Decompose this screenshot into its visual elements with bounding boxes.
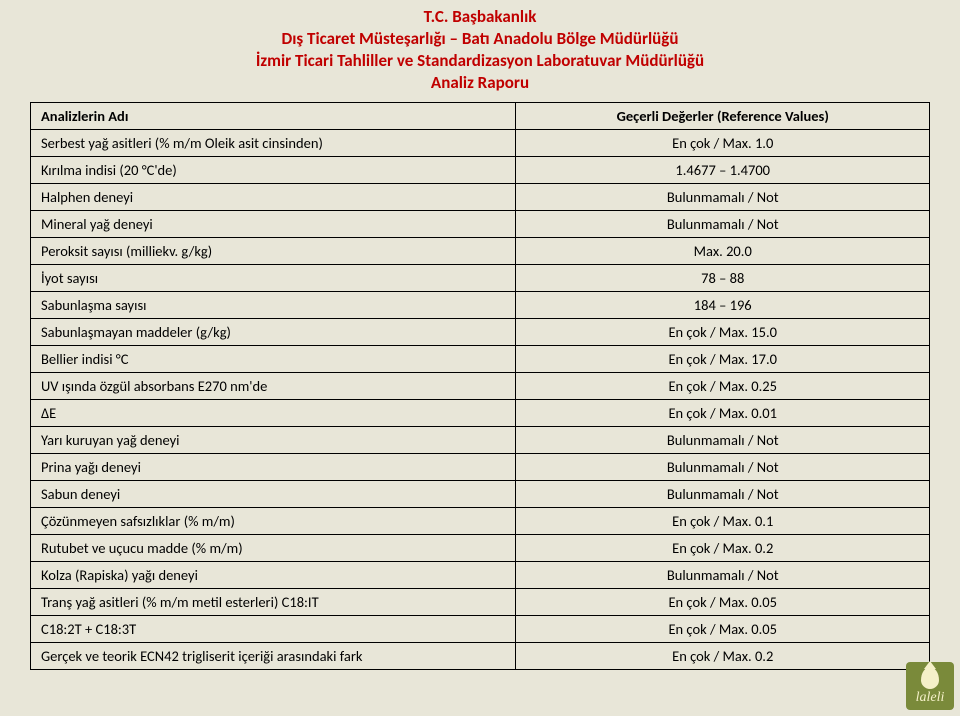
cell-name: Prina yağı deneyi — [31, 454, 516, 481]
table-row: Serbest yağ asitleri (% m/m Oleik asit c… — [31, 130, 930, 157]
table-row: Peroksit sayısı (milliekv. g/kg)Max. 20.… — [31, 238, 930, 265]
cell-value: Bulunmamalı / Not — [516, 562, 930, 589]
cell-name: Mineral yağ deneyi — [31, 211, 516, 238]
cell-name: UV ışında özgül absorbans E270 nm'de — [31, 373, 516, 400]
report-header: T.C. Başbakanlık Dış Ticaret Müsteşarlığ… — [0, 0, 960, 102]
cell-value: En çok / Max. 0.2 — [516, 643, 930, 670]
header-line-4: Analiz Raporu — [0, 72, 960, 94]
cell-value: En çok / Max. 0.05 — [516, 589, 930, 616]
cell-name: Gerçek ve teorik ECN42 trigliserit içeri… — [31, 643, 516, 670]
cell-value: 184 – 196 — [516, 292, 930, 319]
table-row: Sabunlaşma sayısı184 – 196 — [31, 292, 930, 319]
cell-value: En çok / Max. 0.2 — [516, 535, 930, 562]
cell-name: Sabunlaşmayan maddeler (g/kg) — [31, 319, 516, 346]
cell-value: En çok / Max. 0.25 — [516, 373, 930, 400]
header-line-1: T.C. Başbakanlık — [0, 6, 960, 28]
cell-name: Sabun deneyi — [31, 481, 516, 508]
cell-name: Bellier indisi °C — [31, 346, 516, 373]
table-row: C18:2T + C18:3TEn çok / Max. 0.05 — [31, 616, 930, 643]
cell-name: Tranş yağ asitleri (% m/m metil esterler… — [31, 589, 516, 616]
header-line-3: İzmir Ticari Tahliller ve Standardizasyo… — [0, 50, 960, 72]
table-row: Gerçek ve teorik ECN42 trigliserit içeri… — [31, 643, 930, 670]
cell-value: Bulunmamalı / Not — [516, 211, 930, 238]
cell-name: ΔE — [31, 400, 516, 427]
cell-value: En çok / Max. 0.1 — [516, 508, 930, 535]
table-row: İyot sayısı78 – 88 — [31, 265, 930, 292]
table-row: Yarı kuruyan yağ deneyiBulunmamalı / Not — [31, 427, 930, 454]
cell-name: Peroksit sayısı (milliekv. g/kg) — [31, 238, 516, 265]
cell-name: Kolza (Rapiska) yağı deneyi — [31, 562, 516, 589]
cell-value: Bulunmamalı / Not — [516, 481, 930, 508]
cell-value: Bulunmamalı / Not — [516, 184, 930, 211]
cell-name: Yarı kuruyan yağ deneyi — [31, 427, 516, 454]
cell-name: Çözünmeyen safsızlıklar (% m/m) — [31, 508, 516, 535]
table-row: Tranş yağ asitleri (% m/m metil esterler… — [31, 589, 930, 616]
table-row: Rutubet ve uçucu madde (% m/m)En çok / M… — [31, 535, 930, 562]
brand-logo: laleli — [906, 662, 954, 710]
cell-value: 78 – 88 — [516, 265, 930, 292]
table-row: Prina yağı deneyiBulunmamalı / Not — [31, 454, 930, 481]
table-row: Bellier indisi °CEn çok / Max. 17.0 — [31, 346, 930, 373]
cell-value: 1.4677 – 1.4700 — [516, 157, 930, 184]
table-row: ΔEEn çok / Max. 0.01 — [31, 400, 930, 427]
logo-text: laleli — [916, 691, 945, 705]
cell-value: En çok / Max. 15.0 — [516, 319, 930, 346]
cell-name: Serbest yağ asitleri (% m/m Oleik asit c… — [31, 130, 516, 157]
analysis-table: Analizlerin Adı Geçerli Değerler (Refere… — [30, 102, 930, 670]
table-row: Sabunlaşmayan maddeler (g/kg)En çok / Ma… — [31, 319, 930, 346]
cell-name: Sabunlaşma sayısı — [31, 292, 516, 319]
table-row: UV ışında özgül absorbans E270 nm'deEn ç… — [31, 373, 930, 400]
cell-name: C18:2T + C18:3T — [31, 616, 516, 643]
table-row: Halphen deneyiBulunmamalı / Not — [31, 184, 930, 211]
table-row: Kolza (Rapiska) yağı deneyiBulunmamalı /… — [31, 562, 930, 589]
table-row: Kırılma indisi (20 °C'de)1.4677 – 1.4700 — [31, 157, 930, 184]
header-line-2: Dış Ticaret Müsteşarlığı – Batı Anadolu … — [0, 28, 960, 50]
cell-name: İyot sayısı — [31, 265, 516, 292]
table-header-row: Analizlerin Adı Geçerli Değerler (Refere… — [31, 103, 930, 130]
cell-value: En çok / Max. 0.01 — [516, 400, 930, 427]
table-row: Mineral yağ deneyiBulunmamalı / Not — [31, 211, 930, 238]
cell-value: En çok / Max. 0.05 — [516, 616, 930, 643]
cell-name: Halphen deneyi — [31, 184, 516, 211]
drop-icon — [921, 667, 939, 689]
cell-name: Rutubet ve uçucu madde (% m/m) — [31, 535, 516, 562]
table-row: Çözünmeyen safsızlıklar (% m/m)En çok / … — [31, 508, 930, 535]
col-header-value: Geçerli Değerler (Reference Values) — [516, 103, 930, 130]
col-header-name: Analizlerin Adı — [31, 103, 516, 130]
cell-value: En çok / Max. 17.0 — [516, 346, 930, 373]
cell-name: Kırılma indisi (20 °C'de) — [31, 157, 516, 184]
cell-value: Bulunmamalı / Not — [516, 454, 930, 481]
cell-value: En çok / Max. 1.0 — [516, 130, 930, 157]
cell-value: Bulunmamalı / Not — [516, 427, 930, 454]
cell-value: Max. 20.0 — [516, 238, 930, 265]
table-row: Sabun deneyiBulunmamalı / Not — [31, 481, 930, 508]
